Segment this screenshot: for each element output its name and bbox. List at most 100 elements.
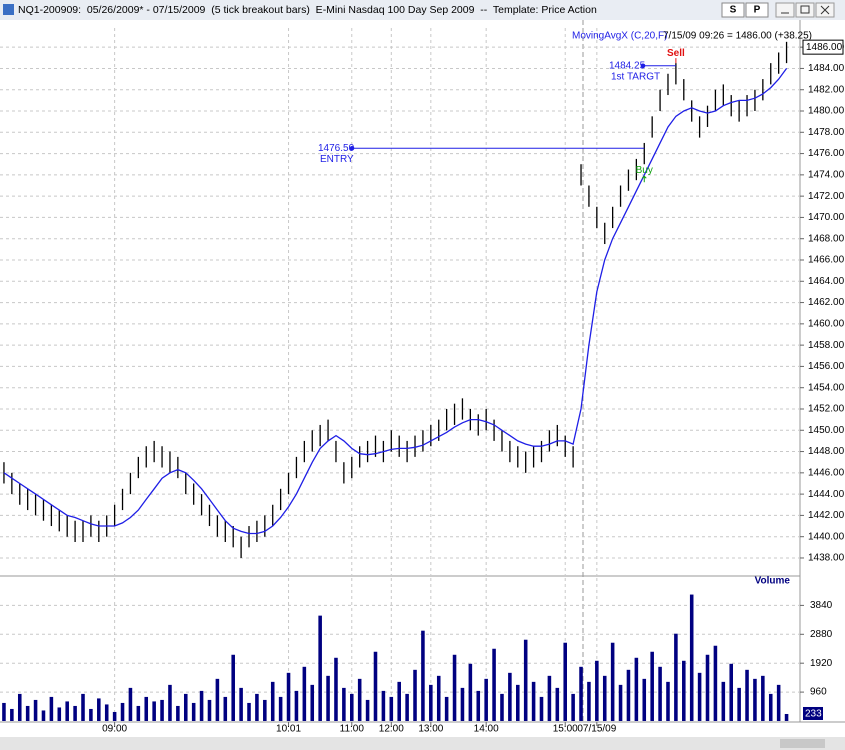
y-tick-label: 1458.00 — [808, 340, 845, 351]
volume-bar — [199, 690, 204, 721]
scroll-thumb[interactable] — [780, 739, 825, 748]
target-dot — [640, 63, 646, 69]
price-info: 7/15/09 09:26 = 1486.00 (+38.25) — [663, 31, 812, 42]
button[interactable] — [721, 2, 745, 18]
y-tick-label: 1446.00 — [808, 467, 845, 478]
y-tick-label: 1484.00 — [808, 63, 845, 74]
volume-bar — [207, 699, 212, 721]
volume-bar — [753, 678, 757, 721]
volume-bar — [452, 654, 457, 721]
volume-bar — [104, 704, 109, 721]
volume-bar — [721, 681, 726, 721]
y-tick-label: 1474.00 — [808, 170, 845, 181]
volume-bar — [263, 699, 267, 721]
y-tick-label: 2880 — [810, 629, 833, 640]
volume-bar — [531, 681, 536, 721]
y-tick-label: 1480.00 — [808, 106, 845, 117]
moving-average — [3, 68, 788, 535]
buy-arrow — [641, 175, 647, 183]
volume-bar — [666, 681, 670, 721]
y-tick-label: 1472.00 — [808, 191, 845, 202]
minimize-button[interactable] — [775, 2, 795, 18]
volume-bar — [768, 693, 773, 721]
volume-bar — [65, 701, 69, 721]
volume-bar — [41, 710, 46, 721]
volume-bar — [168, 684, 172, 721]
volume-bar — [658, 666, 662, 721]
volume-bar — [492, 648, 496, 721]
volume-bar — [500, 693, 504, 721]
volume-bar — [365, 699, 370, 721]
volume-bar — [555, 687, 560, 721]
y-tick-label: 1452.00 — [808, 404, 845, 415]
volume-bar — [239, 687, 243, 721]
entry-label: ENTRY — [320, 154, 354, 165]
y-tick-label: 1440.00 — [808, 531, 845, 542]
scrollbar[interactable] — [0, 737, 845, 750]
y-tick-label: 1476.00 — [808, 148, 845, 159]
volume-bar — [25, 705, 30, 721]
y-tick-label: 1482.00 — [808, 84, 845, 95]
restore-icon — [800, 5, 810, 14]
x-tick-label: 15:00 — [553, 724, 578, 735]
volume-bar — [270, 681, 275, 721]
volume-bar — [231, 654, 235, 721]
volume-bar — [33, 699, 38, 721]
volume-bar — [571, 693, 575, 721]
last-price-label: 1486.00 — [806, 42, 843, 53]
volume-bar — [713, 645, 718, 721]
x-tick-label: 11:00 — [340, 724, 365, 735]
restore-button[interactable] — [795, 2, 815, 18]
volume-bar — [547, 675, 552, 721]
close-icon — [820, 5, 830, 15]
volume-bar — [761, 675, 765, 721]
y-tick-label: 1460.00 — [808, 318, 845, 329]
y-tick-label: 1438.00 — [808, 553, 845, 564]
volume-bar — [429, 684, 433, 721]
volume-bar — [89, 708, 93, 721]
y-tick-label: 1444.00 — [808, 489, 845, 500]
volume-bar — [97, 698, 101, 721]
volume-bar — [10, 708, 14, 721]
button-label[interactable]: P — [754, 5, 761, 16]
volume-bar — [152, 701, 156, 721]
volume-bar — [2, 702, 6, 721]
volume-bar — [223, 696, 228, 721]
volume-bar — [476, 690, 481, 721]
y-tick-label: 3840 — [810, 600, 833, 611]
volume-bar — [405, 693, 409, 721]
y-tick-label: 1464.00 — [808, 276, 845, 287]
volume-bar — [626, 669, 631, 721]
x-tick-label: 09:00 — [102, 724, 127, 735]
volume-bar — [81, 693, 85, 721]
volume-bar — [689, 594, 694, 721]
volume-bar — [247, 702, 251, 721]
y-tick-label: 1920 — [810, 658, 833, 669]
app-icon — [3, 4, 14, 15]
volume-bar — [729, 663, 734, 721]
last-volume-box — [803, 706, 823, 720]
volume-bar — [413, 669, 417, 721]
y-tick-label: 1466.00 — [808, 255, 845, 266]
volume-bar — [674, 633, 678, 721]
volume-bar — [120, 702, 125, 721]
volume-bar — [602, 675, 607, 721]
y-tick-label: 1450.00 — [808, 425, 845, 436]
y-tick-label: 1462.00 — [808, 297, 845, 308]
volume-bar — [460, 687, 465, 721]
volume-bar — [350, 693, 354, 721]
volume-bar — [610, 642, 615, 721]
volume-bar — [523, 639, 528, 721]
y-tick-label: 1478.00 — [808, 127, 845, 138]
volume-bar — [357, 678, 362, 721]
indicator-label: MovingAvgX (C,20,F) — [572, 31, 667, 42]
volume-bar — [136, 705, 141, 721]
button-label[interactable]: S — [730, 5, 737, 16]
y-tick-label: 1468.00 — [808, 233, 845, 244]
volume-bar — [144, 696, 149, 721]
button[interactable] — [745, 2, 769, 18]
volume-bar — [516, 684, 520, 721]
volume-bar — [563, 642, 567, 721]
x-tick-label: 14:00 — [474, 724, 499, 735]
volume-bar — [421, 630, 425, 721]
